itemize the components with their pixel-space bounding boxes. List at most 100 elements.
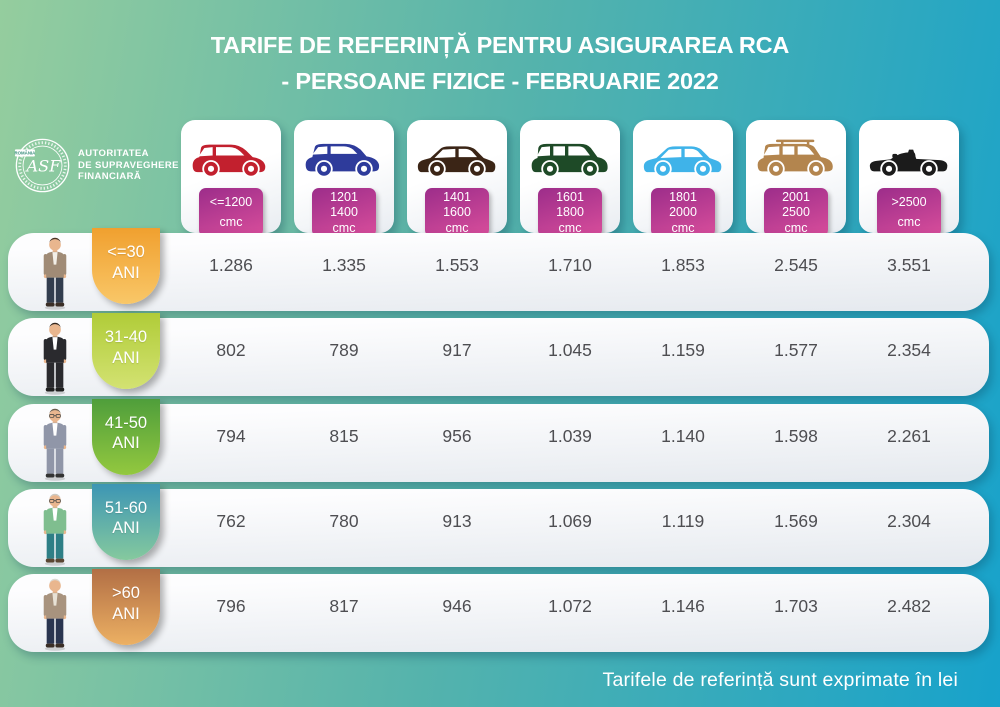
engine-capacity-line: 1600 [443,205,471,219]
engine-capacity-line: 1401 [443,189,471,204]
page-title: TARIFE DE REFERINȚĂ PENTRU ASIGURAREA RC… [0,27,1000,99]
sedan-brown-icon [417,134,497,182]
asf-org-line: FINANCIARĂ [78,171,142,183]
tariff-value: 817 [329,596,359,617]
age-badge-line: >60 [112,584,140,603]
engine-capacity-badge: <=1200 cmc [199,188,263,237]
footer-note: Tarifele de referință sunt exprimate în … [602,669,958,691]
tariff-value: 1.069 [548,510,592,531]
vehicle-card-compact-suv-blue: 1201 1400 cmc [294,120,394,237]
engine-capacity-line: cmc [784,220,808,235]
engine-capacity-badge: 2001 2500 cmc [764,188,828,237]
tariff-value: 913 [442,510,472,531]
tariff-value: 946 [442,596,472,617]
engine-capacity-badge: 1401 1600 cmc [425,188,489,237]
tariff-value: 2.261 [887,425,931,446]
suv-roofrack-tan-icon [756,134,836,182]
tariff-value: 1.598 [774,425,818,446]
tariff-row-3: 41-50 ANI 794 815 956 1.039 1.140 1.598 2.261 [8,398,989,482]
tariff-value: 1.045 [548,340,592,361]
tariff-value: 2.354 [887,340,931,361]
engine-capacity-badge: >2500 cmc [877,188,941,237]
age-badge-line: ANI [112,434,140,453]
tariff-value: 1.159 [661,340,705,361]
age-badge-line: 41-50 [104,413,148,432]
sedan-lightblue-icon [643,134,723,182]
tariff-value: 1.335 [322,255,366,275]
minivan-green-icon [530,134,610,182]
engine-capacity-badge: 1801 2000 cmc [651,188,715,237]
tariff-value: 3.551 [887,255,931,275]
tariff-row-4: 51-60 ANI 762 780 913 1.069 1.119 1.569 2.304 [8,483,989,567]
compact-suv-blue-icon [304,134,384,182]
engine-capacity-line: <=1200 [209,194,253,209]
convertible-black-icon [869,134,949,182]
tariff-value: 789 [329,340,359,361]
age-badge-line: ANI [112,604,140,623]
title-line-2: - PERSOANE FIZICE - FEBRUARIE 2022 [281,68,719,94]
tariff-row-2: 31-40 ANI 802 789 917 1.045 1.159 1.577 2.354 [8,313,989,397]
tariff-value: 1.146 [661,596,705,617]
age-badge-line: ANI [112,519,140,538]
asf-org-line: AUTORITATEA [78,148,149,160]
tariff-value: 1.072 [548,596,592,617]
tariff-value: 1.286 [209,255,253,275]
asf-seal-icon: ASF ROMÂNIA [14,137,71,194]
vehicle-card-convertible-black: >2500 cmc [859,120,959,237]
engine-capacity-line: 2000 [669,205,697,219]
engine-capacity-line: 1201 [330,189,358,204]
city-car-red-icon [191,134,271,182]
engine-capacity-line: 1800 [556,205,584,219]
tariff-row-5: >60 ANI 796 817 946 1.072 1.146 1.703 2.482 [8,569,989,653]
tariff-value: 1.039 [548,425,592,446]
tariff-value: 917 [442,340,472,361]
person-icon [32,321,78,396]
vehicle-card-city-car-red: <=1200 cmc [181,120,281,237]
asf-seal-initials: ASF [24,157,61,176]
tariff-value: 2.482 [887,596,931,617]
person-icon [32,577,78,651]
age-badge: 51-60 ANI [92,483,160,560]
vehicle-card-suv-roofrack-tan: 2001 2500 cmc [746,120,846,237]
age-badge-line: ANI [112,348,140,367]
engine-capacity-line: >2500 [891,194,927,209]
asf-logo: ASF ROMÂNIA AUTORITATEA DE SUPRAVEGHERE FI… [14,137,179,194]
tariff-value: 1.853 [661,255,705,275]
age-badge: 31-40 ANI [92,313,160,390]
engine-capacity-line: cmc [558,220,582,235]
tariff-value: 762 [216,510,246,531]
vehicle-card-sedan-lightblue: 1801 2000 cmc [633,120,733,237]
title-line-1: TARIFE DE REFERINȚĂ PENTRU ASIGURAREA RC… [210,32,790,58]
tariff-value: 802 [216,340,246,361]
age-badge-line: ANI [112,263,140,282]
tariff-value: 1.553 [435,255,479,275]
asf-seal-country: ROMÂNIA [15,151,37,156]
engine-capacity-line: 2001 [782,189,810,204]
age-badge-line: 51-60 [104,498,148,517]
tariff-value: 1.140 [661,425,705,446]
engine-capacity-badge: 1201 1400 cmc [312,188,376,237]
age-badge-line: 31-40 [104,328,148,347]
tariff-value: 780 [329,510,359,531]
tariff-value: 1.119 [661,510,705,531]
tariff-row-1: <=30 ANI 1.286 1.335 1.553 1.710 1.853 2.545 3.5… [8,228,989,311]
engine-capacity-line: cmc [445,220,469,235]
age-badge: <=30 ANI [92,228,160,304]
tariff-value: 1.703 [774,596,818,617]
asf-org-line: DE SUPRAVEGHERE [78,159,179,171]
engine-capacity-line: 2500 [782,205,810,219]
tariff-value: 794 [216,425,246,446]
engine-capacity-line: cmc [897,215,921,230]
person-icon [32,407,78,481]
person-icon [32,492,78,566]
engine-capacity-line: 1400 [330,205,358,219]
tariff-value: 815 [329,425,359,446]
engine-capacity-line: cmc [671,220,695,235]
engine-capacity-line: cmc [219,215,243,230]
engine-capacity-line: 1801 [669,189,697,204]
tariff-value: 1.710 [548,255,592,275]
tariff-value: 1.577 [774,340,818,361]
age-badge: >60 ANI [92,569,160,646]
vehicle-card-minivan-green: 1601 1800 cmc [520,120,620,237]
